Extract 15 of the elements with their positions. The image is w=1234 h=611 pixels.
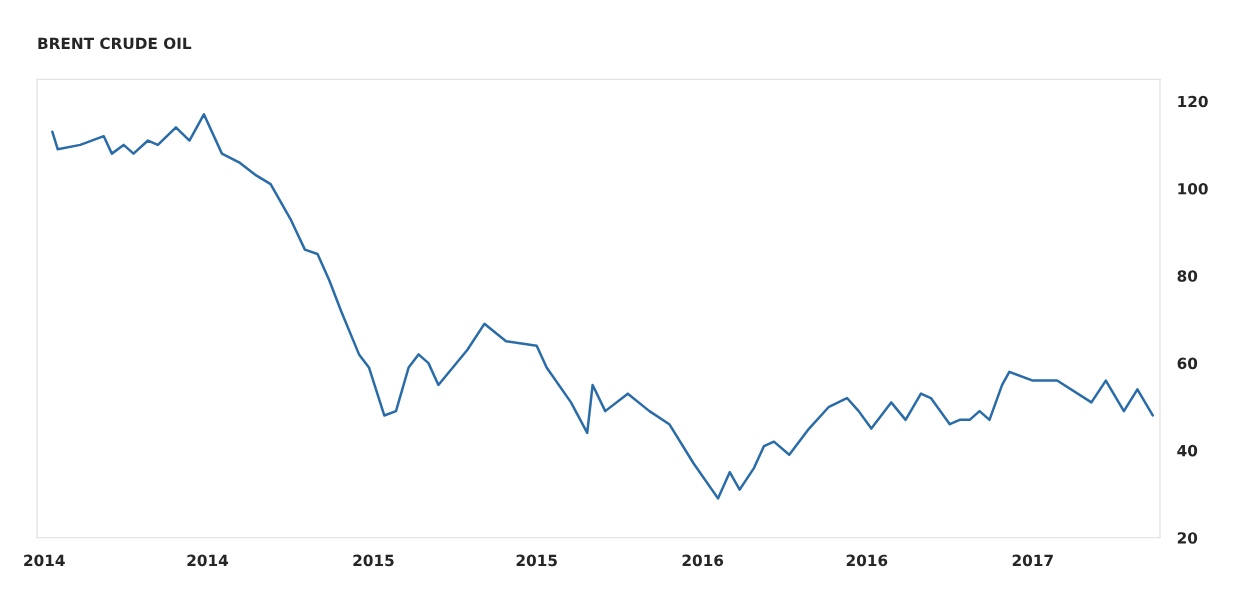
x-tick-label: 2017 (1012, 554, 1053, 567)
x-tick-label: 2016 (682, 554, 724, 567)
x-tick-label: 2014 (24, 554, 65, 567)
x-tick-label: 2014 (187, 554, 229, 567)
x-tick-label: 2016 (846, 554, 888, 567)
chart-title: BRENT CRUDE OIL (38, 37, 192, 50)
y-tick-label: 60 (1177, 357, 1198, 370)
x-tick-label: 2015 (516, 554, 557, 567)
x-tick-label: 2015 (353, 554, 394, 567)
line-series (51, 113, 1154, 500)
y-tick-label: 80 (1177, 270, 1198, 282)
y-tick-label: 20 (1177, 532, 1198, 544)
y-tick-label: 40 (1177, 444, 1198, 457)
y-tick-label: 100 (1178, 183, 1208, 195)
y-tick-label: 120 (1178, 95, 1208, 108)
